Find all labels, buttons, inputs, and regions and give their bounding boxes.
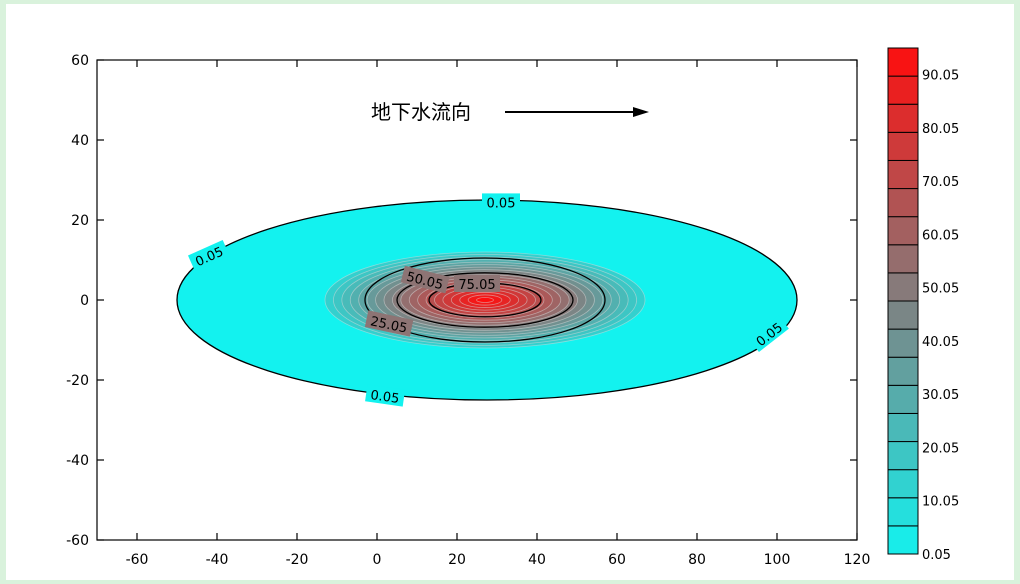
colorbar-segment (887, 497, 919, 527)
contour-label-bg (364, 310, 414, 337)
x-tick-label: -20 (286, 552, 309, 568)
contour-label-bg (187, 240, 230, 272)
y-tick-label: 40 (71, 133, 89, 149)
contour-label-text: 0.05 (369, 388, 400, 407)
colorbar-segment (887, 188, 919, 218)
flow-direction-label: 地下水流向 (371, 100, 471, 124)
colorbar-segment (887, 412, 919, 443)
x-tick-label: 100 (764, 552, 791, 568)
colorbar-label: 50.05 (922, 282, 959, 297)
x-tick-label: 120 (844, 552, 871, 568)
colorbar-label: 70.05 (922, 175, 959, 190)
colorbar-label: 40.05 (922, 335, 959, 350)
y-tick-label: 20 (71, 213, 89, 229)
x-tick-label: -60 (126, 552, 149, 568)
x-tick-label: 20 (448, 552, 466, 568)
contour-label: 0.05 (482, 193, 520, 211)
colorbar-segment (887, 384, 919, 414)
y-axis: 60 40 20 0 -20 -40 -60 (66, 53, 857, 549)
colorbar-label: 60.05 (922, 228, 959, 243)
contour-label-bg (454, 275, 500, 292)
y-tick-label: -20 (66, 373, 89, 389)
annotation-layer: 地下水流向 (371, 100, 649, 124)
colorbar-segment (887, 75, 919, 105)
contour-label: 75.05 (454, 275, 500, 293)
contour-label-bg (748, 315, 789, 353)
colorbar-segment (887, 328, 919, 358)
x-axis: -60 -40 -20 0 20 40 60 80 100 120 (126, 60, 871, 568)
colorbar-label: 0.05 (922, 548, 951, 563)
x-tick-label: 0 (373, 552, 382, 568)
colorbar-label: 90.05 (922, 69, 959, 84)
contour-label-text: 75.05 (458, 278, 495, 293)
colorbar-segment (887, 525, 919, 555)
colorbar-segment (887, 216, 919, 246)
plume-band (476, 297, 494, 303)
contour-label-bg (400, 265, 450, 294)
plume-fill-layer (177, 200, 797, 400)
colorbar-label: 10.05 (922, 495, 959, 510)
colorbar-segment (887, 103, 919, 133)
x-tick-label: 80 (688, 552, 706, 568)
contour-line-50.05 (396, 272, 574, 328)
contour-label-text: 0.05 (487, 196, 516, 211)
colorbar-segment (887, 441, 919, 471)
x-tick-label: -40 (206, 552, 229, 568)
colorbar-segment (887, 131, 919, 161)
colorbar-label: 20.05 (922, 441, 959, 456)
chart-frame: 0.05 0.05 0.05 0.05 25.05 50.05 75.05 地下水流向 -6… (6, 4, 1014, 580)
y-tick-label: -40 (66, 453, 89, 469)
colorbar-segment (887, 300, 919, 330)
colorbar-segment (887, 47, 919, 77)
contour-line-25.05 (364, 257, 606, 343)
y-tick-label: 0 (80, 293, 89, 309)
x-tick-label: 60 (608, 552, 626, 568)
y-tick-label: 60 (71, 53, 89, 69)
x-tick-label: 40 (528, 552, 546, 568)
contour-label: 0.05 (365, 384, 406, 407)
colorbar-label: 30.05 (922, 388, 959, 403)
colorbar-segment (887, 356, 919, 386)
flow-direction-arrowhead (633, 107, 649, 117)
contour-label-bg (365, 384, 406, 407)
colorbar-segment (887, 159, 919, 190)
contour-label-bg (482, 193, 520, 211)
colorbar-segment (887, 272, 919, 302)
colorbar: 90.05 80.05 70.05 60.05 50.05 40.05 30.05 20.05… (887, 47, 959, 563)
colorbar-label: 80.05 (922, 122, 959, 137)
colorbar-segment (887, 469, 919, 499)
colorbar-segment (887, 244, 919, 274)
y-tick-label: -60 (66, 533, 89, 549)
